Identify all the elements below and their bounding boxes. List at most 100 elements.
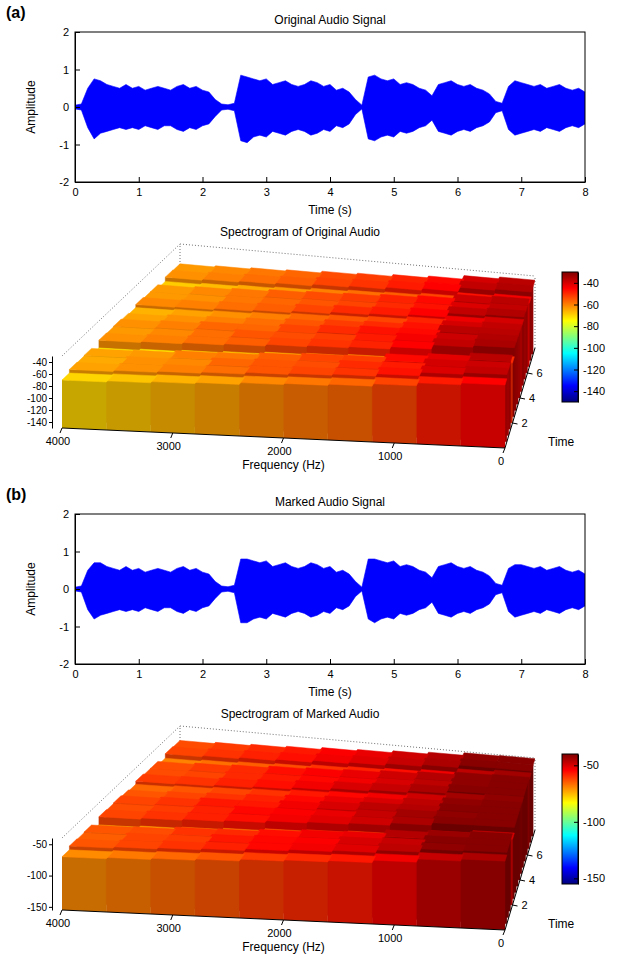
tick-mark: [394, 659, 395, 664]
tick-label: 0: [498, 937, 504, 949]
surface-cell: [157, 841, 206, 850]
tick: -80: [33, 381, 52, 392]
tick: -80: [574, 320, 599, 332]
surface-cell: [330, 305, 373, 314]
panel-label: (b): [6, 486, 26, 503]
tick-mark: [75, 589, 80, 590]
tick: 2: [63, 508, 80, 520]
surface-cell: [151, 375, 201, 384]
surface-cell: [291, 780, 334, 789]
surface-cell: [316, 801, 361, 810]
tick: -140: [574, 385, 605, 397]
tick-mark: [49, 362, 52, 363]
surface-cell: [113, 840, 163, 849]
plot-frame: [75, 514, 585, 664]
tick-label: 3000: [157, 440, 181, 452]
surface-side: [328, 861, 372, 924]
axis-line: [52, 839, 53, 911]
surface-cell: [431, 338, 475, 347]
tick-label: 2: [200, 186, 206, 198]
surface-cell: [416, 376, 463, 384]
tick: -50: [574, 759, 599, 771]
tick-mark: [171, 915, 173, 920]
surface-cell: [458, 281, 497, 290]
axis-line: [578, 273, 579, 403]
surface-cell: [288, 367, 336, 376]
surface-cell: [238, 274, 280, 284]
surface-cell: [288, 843, 336, 852]
axis-line: [76, 664, 586, 665]
surface-cell: [275, 276, 317, 286]
tick: 6: [455, 659, 461, 680]
tick-label: 0: [498, 455, 504, 467]
tick-mark: [75, 514, 80, 515]
surface-cell: [332, 368, 379, 377]
tick: 0: [63, 101, 80, 113]
tick-label: 4: [327, 668, 333, 680]
surface-cell: [390, 816, 435, 825]
tick-mark: [60, 428, 62, 433]
tick-label: 0: [63, 583, 69, 595]
tick: 4: [327, 177, 333, 198]
tick-label: 2000: [267, 927, 291, 939]
surface-cell: [224, 337, 271, 346]
surface-cell: [461, 377, 507, 385]
tick: 1: [136, 659, 142, 680]
surface-cell: [330, 781, 373, 790]
tick-label: -140: [583, 385, 605, 397]
axis-line: [505, 348, 535, 448]
axis-line: [52, 357, 53, 429]
tick-mark: [330, 659, 331, 664]
tick-mark: [203, 177, 204, 182]
surface-cell: [383, 354, 429, 363]
panel: (b)Marked Audio Signal012345678-2-1012Ti…: [6, 486, 589, 699]
tick-label: -2: [59, 176, 69, 188]
panel: Spectrogram of Original Audio01000200030…: [27, 225, 605, 472]
axis: 012345678: [72, 659, 588, 680]
surface-cell: [446, 306, 487, 315]
colorbar: [562, 754, 578, 884]
tick-label: 1000: [378, 450, 402, 462]
surface-cell: [485, 308, 526, 317]
axis: -140-120-100-80-60-40: [574, 273, 605, 403]
surface-cell: [348, 816, 393, 825]
surface-side: [461, 859, 505, 930]
surface-cell: [213, 778, 258, 788]
tick-label: 8: [582, 186, 588, 198]
tick: -150: [574, 872, 605, 884]
surface-cell: [106, 374, 157, 383]
tick-mark: [574, 822, 578, 823]
tick: 3: [264, 659, 270, 680]
tick-mark: [520, 880, 525, 881]
surface-side: [284, 383, 328, 440]
tick-mark: [266, 659, 267, 664]
waveform: [75, 589, 585, 623]
tick-label: -100: [27, 393, 47, 404]
surface-cell: [136, 774, 182, 784]
tick: -1: [59, 139, 80, 151]
tick-label: 3000: [157, 922, 181, 934]
tick-mark: [503, 448, 505, 453]
surface-cell: [348, 756, 389, 766]
tick: -50: [33, 839, 52, 850]
axis: -150-100-50: [27, 839, 53, 913]
surface-cell: [383, 830, 429, 839]
surface-cell: [165, 747, 208, 757]
surface-side: [416, 383, 460, 446]
surface-cell: [407, 784, 449, 793]
surface-cell: [437, 325, 480, 334]
tick-mark: [75, 627, 80, 628]
tick-label: 1: [63, 64, 69, 76]
surface-side: [62, 380, 106, 430]
x-axis-title: Frequency (Hz): [242, 940, 325, 954]
tick-mark: [513, 905, 518, 906]
surface-cell: [348, 279, 389, 289]
surface-cell: [252, 779, 296, 789]
chart-title: Spectrogram of Marked Audio: [221, 707, 380, 721]
surface-cell: [458, 759, 497, 768]
tick-mark: [49, 386, 52, 387]
x-axis-title: Time (s): [308, 203, 352, 217]
surface-cell: [369, 307, 411, 316]
surface-cell: [376, 843, 423, 852]
tick-mark: [75, 70, 80, 71]
